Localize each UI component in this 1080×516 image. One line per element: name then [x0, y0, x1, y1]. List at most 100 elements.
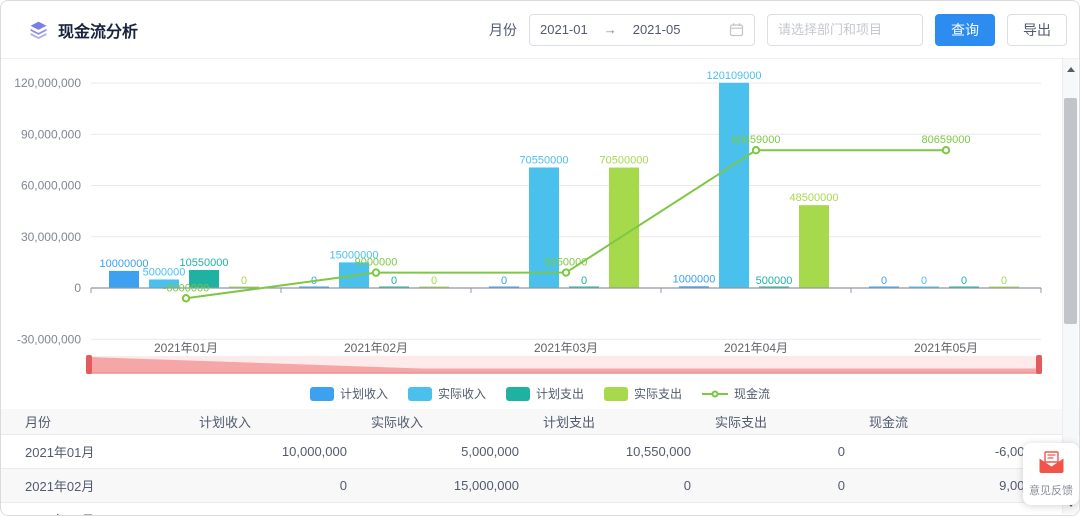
- cashflow-table: 月份 计划收入 实际收入 计划支出 实际支出 现金流 2021年01月 10,000,000…: [1, 409, 1079, 515]
- cell-value: 70,550,000: [371, 502, 543, 515]
- legend-swatch: [407, 386, 432, 401]
- bar-实际支出: [799, 205, 829, 288]
- datazoom-handle-right[interactable]: [1036, 355, 1042, 374]
- bar-实际支出: [229, 286, 259, 288]
- bar-value-label: 5000000: [143, 266, 186, 278]
- legend-item-现金流[interactable]: 现金流: [702, 385, 770, 402]
- column-header-实际收入: 实际收入: [371, 409, 543, 435]
- cashflow-value-label: 80659000: [922, 134, 971, 146]
- legend-ring-icon: [711, 390, 719, 397]
- table-header-row: 月份 计划收入 实际收入 计划支出 实际支出 现金流: [1, 409, 1079, 435]
- bar-value-label: 1000000: [673, 273, 716, 285]
- bar-实际收入: [529, 167, 559, 288]
- chart-legend: 计划收入 实际收入 计划支出 实际支出 现金流: [1, 385, 1079, 402]
- cashflow-point: [561, 268, 571, 277]
- bar-计划收入: [109, 270, 139, 288]
- x-axis-category-label: 2021年04月: [724, 341, 788, 355]
- column-header-实际支出: 实际支出: [715, 409, 869, 435]
- bar-value-label: 0: [241, 275, 247, 287]
- legend-swatch: [604, 386, 628, 401]
- cell-value: 0: [199, 468, 371, 503]
- vertical-scrollbar[interactable]: [1062, 59, 1078, 514]
- department-project-input[interactable]: [767, 13, 923, 46]
- legend-swatch: [309, 386, 334, 401]
- cashflow-chart: 120,000,000 90,000,000 60,000,000 30,000,00…: [14, 70, 1042, 374]
- cell-month: 2021年02月: [1, 468, 199, 503]
- bar-value-label: 70500000: [600, 155, 649, 167]
- cell-value: 10,550,000: [543, 434, 715, 469]
- bar-value-label: 0: [1001, 275, 1007, 287]
- datazoom-handle-left[interactable]: [86, 355, 92, 374]
- cell-month: 2021年01月: [1, 434, 199, 469]
- date-start-value: 2021-01: [540, 22, 588, 37]
- legend-item-计划支出[interactable]: 计划支出: [505, 385, 584, 402]
- column-header-计划支出: 计划支出: [543, 409, 715, 435]
- bar-value-label: 70550000: [520, 154, 569, 166]
- cashflow-value-label: -6000000: [163, 282, 210, 294]
- cell-value: 70,500,000: [715, 502, 869, 515]
- bar-value-label: 0: [501, 275, 507, 287]
- export-button[interactable]: 导出: [1007, 13, 1067, 46]
- chart-area: 120,000,000 90,000,000 60,000,000 30,000,00…: [1, 59, 1079, 385]
- feedback-envelope-icon: [1038, 450, 1065, 479]
- x-axis-category-label: 2021年02月: [344, 341, 408, 355]
- bar-实际收入: [719, 82, 749, 289]
- cashflow-value-label: 9050000: [545, 257, 588, 269]
- toolbar: 月份 2021-01 → 2021-05 查询 导出: [489, 13, 1067, 46]
- bar-value-label: 10550000: [180, 257, 229, 269]
- month-field-label: 月份: [489, 21, 517, 38]
- legend-swatch: [505, 386, 530, 401]
- bar-计划收入: [299, 286, 329, 288]
- bar-计划支出: [949, 286, 979, 288]
- legend-label: 计划支出: [535, 387, 584, 401]
- cashflow-point: [941, 146, 951, 155]
- cell-value: 9,050,000: [869, 502, 1079, 515]
- y-axis-tick-label: 30,000,000: [21, 230, 81, 244]
- legend-label: 计划收入: [339, 387, 388, 401]
- bar-计划收入: [679, 286, 709, 288]
- scrollbar-thumb[interactable]: [1064, 98, 1077, 324]
- y-axis-tick-label: 0: [74, 281, 81, 295]
- cashflow-point: [371, 268, 381, 277]
- y-axis-tick-label: 120,000,000: [14, 76, 81, 90]
- scroll-up-arrow-icon[interactable]: [1063, 62, 1078, 76]
- bar-实际支出: [419, 286, 449, 288]
- bar-value-label: 500000: [756, 275, 793, 287]
- cell-month: 2021年03月: [1, 502, 199, 515]
- cashflow-value-label: 9000000: [355, 257, 398, 269]
- legend-item-实际支出[interactable]: 实际支出: [604, 385, 682, 402]
- calendar-icon: [729, 22, 744, 37]
- bar-计划支出: [379, 286, 409, 288]
- x-axis-category-label: 2021年01月: [154, 341, 218, 355]
- legend-item-实际收入[interactable]: 实际收入: [407, 385, 486, 402]
- bar-value-label: 0: [961, 275, 967, 287]
- cell-value: 0: [543, 468, 715, 503]
- bar-计划收入: [489, 286, 519, 288]
- bar-value-label: 48500000: [790, 192, 839, 204]
- cashflow-point: [751, 146, 761, 155]
- column-header-月份: 月份: [1, 409, 199, 435]
- bar-计划支出: [569, 286, 599, 288]
- feedback-label: 意见反馈: [1029, 484, 1073, 497]
- bar-计划支出: [759, 286, 789, 288]
- column-header-现金流: 现金流: [869, 409, 1079, 435]
- x-axis-category-label: 2021年03月: [534, 341, 598, 355]
- cell-value: 5,000,000: [371, 434, 543, 469]
- cashflow-point: [181, 294, 191, 303]
- legend-item-计划收入[interactable]: 计划收入: [309, 385, 388, 402]
- bar-计划支出: [189, 269, 219, 288]
- bar-实际收入: [909, 286, 939, 288]
- cell-value: 0: [543, 502, 715, 515]
- bar-实际支出: [989, 286, 1019, 288]
- bar-计划收入: [869, 286, 899, 288]
- cashflow-value-label: 80659000: [732, 134, 781, 146]
- query-button[interactable]: 查询: [935, 13, 995, 46]
- bar-value-label: 0: [581, 275, 587, 287]
- cell-value: 15,000,000: [371, 468, 543, 503]
- month-range-picker[interactable]: 2021-01 → 2021-05: [529, 13, 755, 46]
- cell-value: 0: [715, 434, 869, 469]
- feedback-button[interactable]: 意见反馈: [1023, 443, 1079, 505]
- bar-value-label: 0: [921, 275, 927, 287]
